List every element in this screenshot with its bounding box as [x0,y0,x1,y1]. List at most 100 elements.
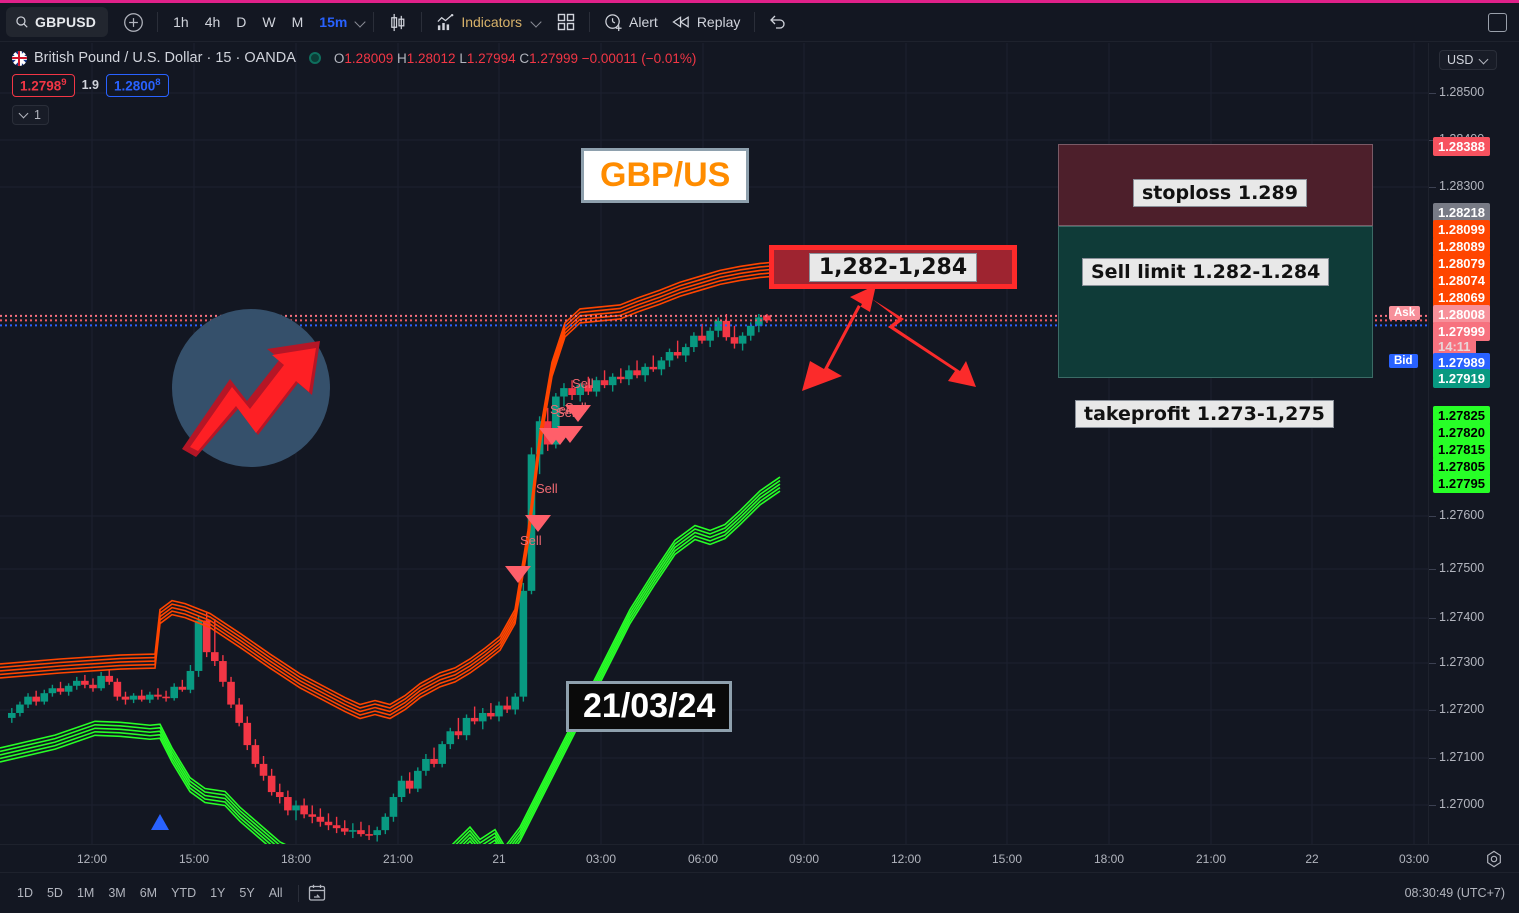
price-axis-label: 1.27400 [1439,610,1485,624]
ask-pill-value: 1.2800 [113,78,156,94]
takeprofit-zone [1058,226,1373,378]
chart-style-button[interactable] [381,7,414,38]
chart-pane[interactable]: SellSellSellSellSellSell GBP/US 21/03/24… [0,43,1428,844]
green-band-marker-3[interactable]: 1.27815 [1433,440,1490,459]
high-marker[interactable]: 1.28388 [1433,137,1490,156]
time-axis-label: 15:00 [178,852,210,866]
price-axis-label: 1.28300 [1439,179,1485,193]
timeframe-d[interactable]: D [236,14,247,30]
ohlc-l-label: L [459,50,467,66]
timeframe-group: 1h 4h D W M 15m [165,9,366,35]
chevron-down-icon[interactable] [355,17,366,28]
price-axis[interactable]: USD 1.285001.284001.283001.276001.275001… [1428,43,1519,844]
add-symbol-button[interactable] [116,5,150,39]
brand-accent-bar [0,0,1519,3]
replay-rewind-icon [672,16,689,28]
prev-close-marker[interactable]: 1.28218 [1433,203,1490,222]
bid-pill[interactable]: 1.27989 [12,74,75,97]
range-all[interactable]: All [268,886,283,900]
price-axis-label: 1.27000 [1439,797,1485,811]
fullscreen-square-icon[interactable] [1488,12,1507,32]
toolbar-divider-2 [373,12,375,32]
indicator-collapse-toggle[interactable]: 1 [12,104,49,125]
bid-price-badge[interactable]: 1.27989 [1433,353,1490,372]
last-price-badge[interactable]: 1.27999 [1433,322,1490,341]
timeframe-m[interactable]: M [291,14,304,30]
range-5d[interactable]: 5D [46,886,63,900]
undo-button[interactable] [762,9,794,35]
legend-indicator-row: 1 [12,104,696,125]
sell-signal-triangle [525,515,551,532]
growth-arrow-icon [182,341,320,457]
alert-label: Alert [629,14,658,30]
range-1d[interactable]: 1D [17,886,33,900]
timezone-settings-icon[interactable] [1485,850,1503,868]
layouts-button[interactable] [550,8,582,36]
goto-date-icon[interactable] [307,883,327,903]
price-axis-tick [1429,663,1436,664]
chart-legend: British Pound / U.S. Dollar · 15 · OANDA… [12,50,696,125]
time-axis-label: 18:00 [280,852,312,866]
range-3m[interactable]: 3M [108,886,126,900]
ohlc-change-pct: (−0.01%) [641,50,697,66]
price-axis-tick [1429,569,1436,570]
countdown-badge[interactable]: 14:11 [1433,337,1476,356]
growth-arrow-logo [172,309,330,467]
red-arrow-annotation [802,285,976,391]
footer-divider [297,884,299,902]
time-axis-label: 03:00 [1398,852,1430,866]
low-marker[interactable]: 1.27919 [1433,369,1490,388]
range-1y[interactable]: 1Y [210,886,226,900]
symbol-search-button[interactable]: GBPUSD [6,7,109,37]
ohlc-l-value: 1.27994 [466,50,516,66]
ask-pill-sup: 8 [155,77,161,88]
legend-quote-row: 1.27989 1.9 1.28008 [12,74,696,97]
green-band-marker-4[interactable]: 1.27805 [1433,457,1490,476]
replay-button[interactable]: Replay [665,9,748,35]
ask-price-badge[interactable]: 1.28008 [1433,305,1490,324]
green-band-marker-1[interactable]: 1.27825 [1433,406,1490,425]
time-axis[interactable]: 12:00 15:00 18:00 21:00 21 03:00 06:00 09:00 12:… [0,844,1519,872]
price-axis-label: 1.27500 [1439,561,1485,575]
indicators-button[interactable]: Indicators [429,8,529,37]
alert-button[interactable]: Alert [597,8,665,37]
green-band-marker-5[interactable]: 1.27795 [1433,474,1490,493]
search-icon [16,16,28,28]
price-axis-label: 1.27300 [1439,655,1485,669]
time-axis-label: 06:00 [687,852,719,866]
time-axis-label: 18:00 [1093,852,1125,866]
currency-chevron-down-icon[interactable] [1480,56,1489,65]
timeframe-4h[interactable]: 4h [204,14,221,30]
band-marker-1[interactable]: 1.28099 [1433,220,1490,239]
chevron-down-icon [20,110,29,119]
instrument-title[interactable]: British Pound / U.S. Dollar · 15 · OANDA [34,50,296,66]
toolbar-divider-5 [754,12,756,32]
band-marker-4[interactable]: 1.28074 [1433,271,1490,290]
green-band-marker-2[interactable]: 1.27820 [1433,423,1490,442]
ask-pill[interactable]: 1.28008 [105,74,169,97]
range-6m[interactable]: 6M [139,886,158,900]
main-toolbar: GBPUSD 1h 4h D W M 15m [0,3,1519,42]
buy-marker-triangle [151,814,169,830]
takeprofit-label: takeprofit 1.273-1,275 [1075,400,1334,428]
time-axis-label: 12:00 [890,852,922,866]
pair-badge-annotation: GBP/US [581,148,750,203]
timeframe-active-15m[interactable]: 15m [319,14,348,30]
band-marker-5[interactable]: 1.28069 [1433,288,1490,307]
currency-selector[interactable]: USD [1439,50,1498,70]
price-axis-label: 1.27100 [1439,750,1485,764]
range-1m[interactable]: 1M [76,886,95,900]
spread-value: 1.9 [81,78,99,93]
range-ytd[interactable]: YTD [171,886,197,900]
alert-clock-icon [605,13,622,31]
timeframe-w[interactable]: W [262,14,276,30]
time-axis-label: 09:00 [788,852,820,866]
range-5y[interactable]: 5Y [239,886,255,900]
timeframe-1h[interactable]: 1h [173,14,189,30]
time-axis-label: 21 [492,852,506,866]
band-marker-2[interactable]: 1.28089 [1433,237,1490,256]
indicators-chevron-down-icon[interactable] [531,17,542,28]
ohlc-o-value: 1.28009 [344,50,394,66]
clock-label: 08:30:49 (UTC+7) [1404,886,1505,900]
band-marker-3[interactable]: 1.28079 [1433,254,1490,273]
